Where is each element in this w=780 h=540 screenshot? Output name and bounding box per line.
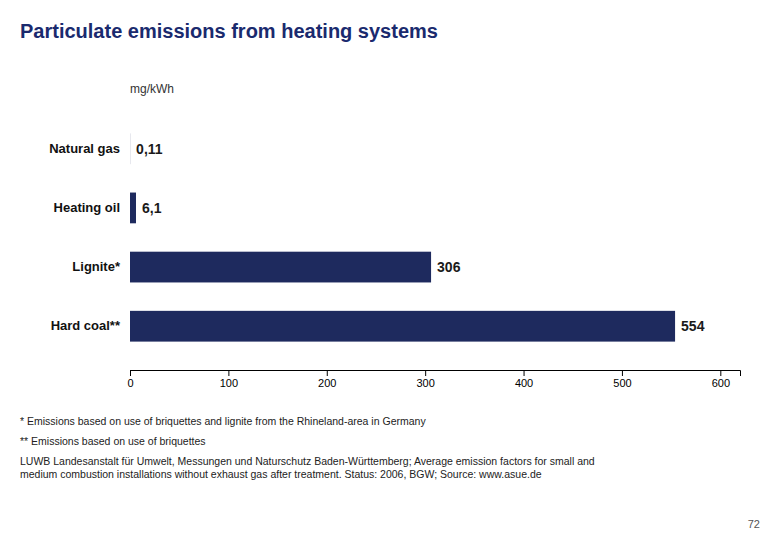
page-number: 72	[748, 518, 760, 530]
tick: 600	[712, 370, 730, 389]
tick-label: 500	[613, 377, 631, 389]
data-label: 554	[681, 318, 705, 334]
plot: mg/kWh 0 100 200 300 400 500 600 Hard coal** Lign…	[49, 82, 740, 389]
tick-mark	[524, 370, 525, 376]
tick: Heating oil	[54, 200, 120, 215]
tick-mark	[425, 370, 426, 376]
x-axis: 0 100 200 300 400 500 600	[127, 370, 740, 389]
footnote-line: LUWB Landesanstalt für Umwelt, Messungen…	[20, 455, 595, 467]
tick-mark	[622, 370, 623, 376]
footnote-line: * Emissions based on use of briquettes a…	[20, 415, 426, 427]
footnotes: * Emissions based on use of briquettes a…	[20, 415, 595, 480]
tick-mark	[228, 370, 229, 376]
tick: 400	[515, 370, 533, 389]
footnote: ** Emissions based on use of briquettes	[20, 435, 206, 447]
tick-mark	[720, 370, 721, 376]
tick: 500	[613, 370, 631, 389]
tick: 200	[318, 370, 336, 389]
tick: 300	[416, 370, 434, 389]
tick: Natural gas	[49, 141, 120, 156]
tick-label: 300	[416, 377, 434, 389]
axis-line	[131, 371, 741, 377]
tick-label: Hard coal**	[51, 318, 121, 333]
tick: Lignite*	[72, 259, 121, 274]
footnote: LUWB Landesanstalt für Umwelt, Messungen…	[20, 455, 595, 480]
data-label: 306	[437, 259, 461, 275]
bar	[130, 311, 675, 342]
data-label: 6,1	[142, 200, 162, 216]
bars	[130, 133, 675, 341]
tick: 100	[220, 370, 238, 389]
tick-label: 400	[515, 377, 533, 389]
footnote-line: ** Emissions based on use of briquettes	[20, 435, 206, 447]
tick-label: 100	[220, 377, 238, 389]
tick-label: Natural gas	[49, 141, 120, 156]
data-label: 0,11	[136, 141, 163, 157]
y-axis: Hard coal** Lignite* Heating oil Natural ga…	[49, 141, 121, 333]
tick-mark	[327, 370, 328, 376]
bar	[130, 252, 431, 283]
tick-mark	[130, 370, 131, 376]
footnote-line: medium combustion installations without …	[20, 468, 542, 480]
tick-label: 0	[127, 377, 133, 389]
bar	[130, 193, 136, 224]
footnote: * Emissions based on use of briquettes a…	[20, 415, 426, 427]
tick-label: 600	[712, 377, 730, 389]
tick: 0	[127, 370, 133, 389]
tick-label: 200	[318, 377, 336, 389]
tick-label: Lignite*	[72, 259, 121, 274]
tick-label: Heating oil	[54, 200, 120, 215]
bar	[130, 133, 131, 164]
axis-title: mg/kWh	[130, 82, 174, 96]
chart: Particulate emissions from heating syste…	[0, 0, 780, 540]
title: Particulate emissions from heating syste…	[20, 20, 438, 42]
data-labels: 554 306 6,1 0,11	[136, 141, 705, 334]
tick: Hard coal**	[51, 318, 121, 333]
